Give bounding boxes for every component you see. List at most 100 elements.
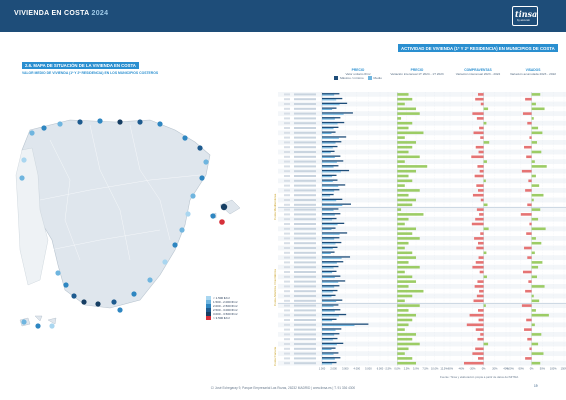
legend-item: 3.000 - 3.500 €/m² bbox=[206, 312, 238, 316]
change-bar bbox=[529, 136, 532, 139]
price-mid-bar bbox=[322, 348, 332, 350]
change-bar bbox=[524, 246, 532, 250]
change-bar bbox=[397, 313, 416, 317]
change-bar bbox=[529, 222, 532, 226]
row-name-bar bbox=[294, 122, 316, 125]
change-bar bbox=[531, 323, 535, 327]
row-province-bar bbox=[284, 343, 290, 345]
price-bar bbox=[322, 328, 342, 330]
price-bar bbox=[322, 179, 338, 181]
row-name-bar bbox=[294, 323, 316, 326]
change-bar bbox=[475, 347, 484, 351]
tick-label: -40% bbox=[458, 367, 465, 371]
row-province-bar bbox=[284, 223, 290, 225]
row-province-bar bbox=[284, 151, 290, 153]
price-mid-bar bbox=[322, 262, 337, 264]
tick-label: 1.000 bbox=[319, 367, 326, 371]
change-bar bbox=[397, 150, 409, 154]
change-bar bbox=[397, 328, 405, 331]
tick-label: 4.000 bbox=[354, 367, 361, 371]
map-marker bbox=[111, 299, 117, 305]
price-bar bbox=[322, 265, 339, 268]
price-bar bbox=[322, 251, 335, 253]
change-bar bbox=[531, 117, 534, 120]
change-bar bbox=[397, 361, 416, 365]
price-bar bbox=[322, 141, 342, 143]
price-mid-bar bbox=[322, 118, 335, 120]
change-bar bbox=[397, 318, 413, 322]
price-bar bbox=[322, 299, 343, 301]
price-mid-bar bbox=[322, 329, 336, 331]
change-bar bbox=[531, 107, 545, 111]
row-name-bar bbox=[294, 290, 316, 293]
price-mid-bar bbox=[322, 195, 331, 197]
row-stripe bbox=[278, 159, 566, 164]
row-province-bar bbox=[284, 131, 290, 134]
change-bar bbox=[528, 280, 532, 283]
price-mid-bar bbox=[322, 228, 332, 230]
row-province-bar bbox=[284, 352, 290, 355]
map-marker bbox=[147, 277, 153, 283]
row-province-bar bbox=[284, 309, 290, 312]
change-bar bbox=[475, 97, 484, 101]
row-name-bar bbox=[294, 357, 316, 360]
price-mid-bar bbox=[322, 185, 339, 187]
price-bar bbox=[322, 261, 344, 263]
row-stripe bbox=[278, 303, 566, 308]
row-stripe bbox=[278, 120, 566, 126]
row-name-bar bbox=[294, 261, 316, 264]
price-mid-bar bbox=[322, 214, 335, 216]
tick-label: 50% bbox=[540, 367, 546, 371]
row-province-bar bbox=[284, 232, 290, 235]
change-bar bbox=[397, 121, 413, 125]
group-label-atlantic: Costa Atlántica / Cantábrica bbox=[273, 268, 277, 306]
price-bar bbox=[322, 169, 350, 172]
change-bar bbox=[478, 93, 484, 96]
logo-text: tinsa bbox=[515, 9, 538, 19]
price-bar bbox=[322, 323, 369, 325]
row-name-bar bbox=[294, 285, 316, 288]
row-name-bar bbox=[294, 247, 316, 249]
municipality-markers bbox=[19, 118, 228, 329]
change-bar bbox=[525, 97, 532, 101]
row-name-bar bbox=[294, 242, 316, 245]
change-bar bbox=[531, 131, 543, 135]
price-mid-bar bbox=[322, 180, 333, 182]
price-mid-bar bbox=[322, 171, 341, 173]
change-bar bbox=[397, 256, 416, 259]
row-province-bar bbox=[284, 179, 290, 182]
change-bar bbox=[531, 352, 544, 355]
row-stripe bbox=[278, 236, 566, 241]
map-marker bbox=[172, 242, 178, 248]
legend-item: 2.000 - 2.500 €/m² bbox=[206, 304, 238, 308]
row-province-bar bbox=[284, 285, 290, 288]
row-stripe bbox=[278, 255, 566, 260]
change-bar bbox=[475, 328, 484, 331]
price-bar bbox=[322, 213, 341, 215]
price-mid-bar bbox=[322, 104, 340, 106]
change-bar bbox=[471, 222, 484, 226]
row-name-bar bbox=[294, 136, 316, 139]
price-mid-bar bbox=[322, 224, 338, 226]
row-stripe bbox=[278, 92, 566, 97]
map-marker bbox=[199, 175, 205, 181]
activity-section-title: ACTIVIDAD DE VIVIENDA (1ª Y 2ª RESIDENCI… bbox=[398, 44, 558, 52]
price-bar bbox=[322, 112, 353, 114]
spain-mainland-shape bbox=[21, 119, 211, 309]
price-mid-bar bbox=[322, 128, 334, 130]
province-borders bbox=[39, 124, 201, 261]
change-bar bbox=[469, 313, 484, 317]
change-bar bbox=[397, 285, 409, 288]
price-bar bbox=[322, 347, 336, 349]
price-bar bbox=[322, 275, 341, 277]
price-bar bbox=[322, 136, 347, 138]
change-bar bbox=[475, 145, 484, 149]
row-name-bar bbox=[294, 155, 316, 158]
price-mid-bar bbox=[322, 286, 335, 288]
map-marker bbox=[197, 145, 203, 151]
canary-islands-shape bbox=[19, 315, 57, 327]
change-bar bbox=[397, 179, 413, 183]
price-mid-bar bbox=[322, 243, 336, 245]
map-marker bbox=[63, 282, 69, 288]
logo-subtext: by accumin bbox=[517, 19, 531, 22]
